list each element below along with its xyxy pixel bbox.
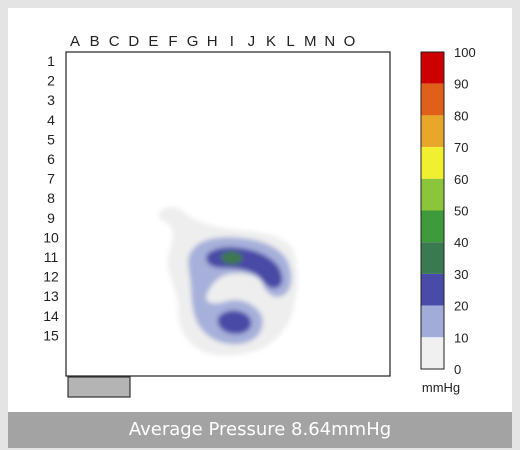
column-label-l: L	[286, 33, 294, 50]
row-label-15: 15	[43, 327, 59, 343]
row-label-9: 9	[47, 210, 55, 226]
column-label-b: B	[90, 33, 100, 50]
pressure-contours	[158, 207, 298, 356]
legend-tick-60: 60	[454, 172, 468, 187]
row-label-3: 3	[47, 92, 55, 108]
column-label-i: I	[230, 33, 234, 50]
legend-tick-10: 10	[454, 330, 468, 345]
column-label-a: A	[70, 33, 80, 50]
legend-tick-70: 70	[454, 140, 468, 155]
contour-band-20-30-lower	[217, 310, 252, 334]
legend-tick-40: 40	[454, 235, 468, 250]
legend-tick-90: 90	[454, 77, 468, 92]
average-pressure-caption: Average Pressure 8.64mmHg	[8, 412, 512, 448]
legend-tick-50: 50	[454, 204, 468, 219]
row-label-12: 12	[43, 269, 59, 285]
legend-tick-30: 30	[454, 267, 468, 282]
row-label-11: 11	[44, 249, 59, 265]
legend-band-50-60	[421, 178, 444, 211]
column-label-e: E	[148, 33, 158, 50]
row-label-5: 5	[47, 131, 55, 147]
legend-tick-80: 80	[454, 108, 468, 123]
legend-tick-0: 0	[454, 362, 461, 377]
row-label-13: 13	[43, 288, 59, 304]
column-label-c: C	[109, 33, 120, 50]
row-label-2: 2	[47, 73, 55, 89]
row-label-1: 1	[47, 53, 55, 69]
legend-tick-100: 100	[454, 45, 476, 60]
legend-tick-20: 20	[454, 299, 468, 314]
legend-border	[420, 51, 445, 370]
column-label-h: H	[207, 33, 218, 50]
legend-band-60-70	[421, 147, 444, 179]
column-label-k: K	[266, 33, 276, 50]
legend-band-10-20	[421, 305, 444, 338]
legend-band-70-80	[421, 115, 444, 148]
legend-band-90-100	[421, 52, 444, 84]
column-label-f: F	[168, 33, 177, 50]
column-label-o: O	[344, 33, 356, 50]
legend-band-80-90	[421, 83, 444, 116]
legend-band-0-10	[421, 337, 444, 369]
legend-band-30-40	[421, 242, 444, 274]
column-label-j: J	[248, 33, 256, 50]
column-label-d: D	[128, 33, 139, 50]
column-label-m: M	[304, 33, 317, 50]
legend-band-20-30	[421, 273, 444, 306]
legend-unit: mmHg	[422, 380, 460, 395]
column-label-n: N	[324, 33, 335, 50]
row-label-10: 10	[43, 229, 59, 245]
legend-band-40-50	[421, 210, 444, 243]
row-label-14: 14	[43, 308, 59, 324]
row-label-6: 6	[47, 151, 55, 167]
contour-band-30-40	[220, 251, 243, 265]
row-label-7: 7	[47, 171, 55, 187]
legend-color-scale	[421, 52, 444, 369]
row-label-8: 8	[47, 190, 55, 206]
row-label-4: 4	[47, 112, 55, 128]
column-label-g: G	[187, 33, 199, 50]
indicator-box	[67, 376, 131, 398]
